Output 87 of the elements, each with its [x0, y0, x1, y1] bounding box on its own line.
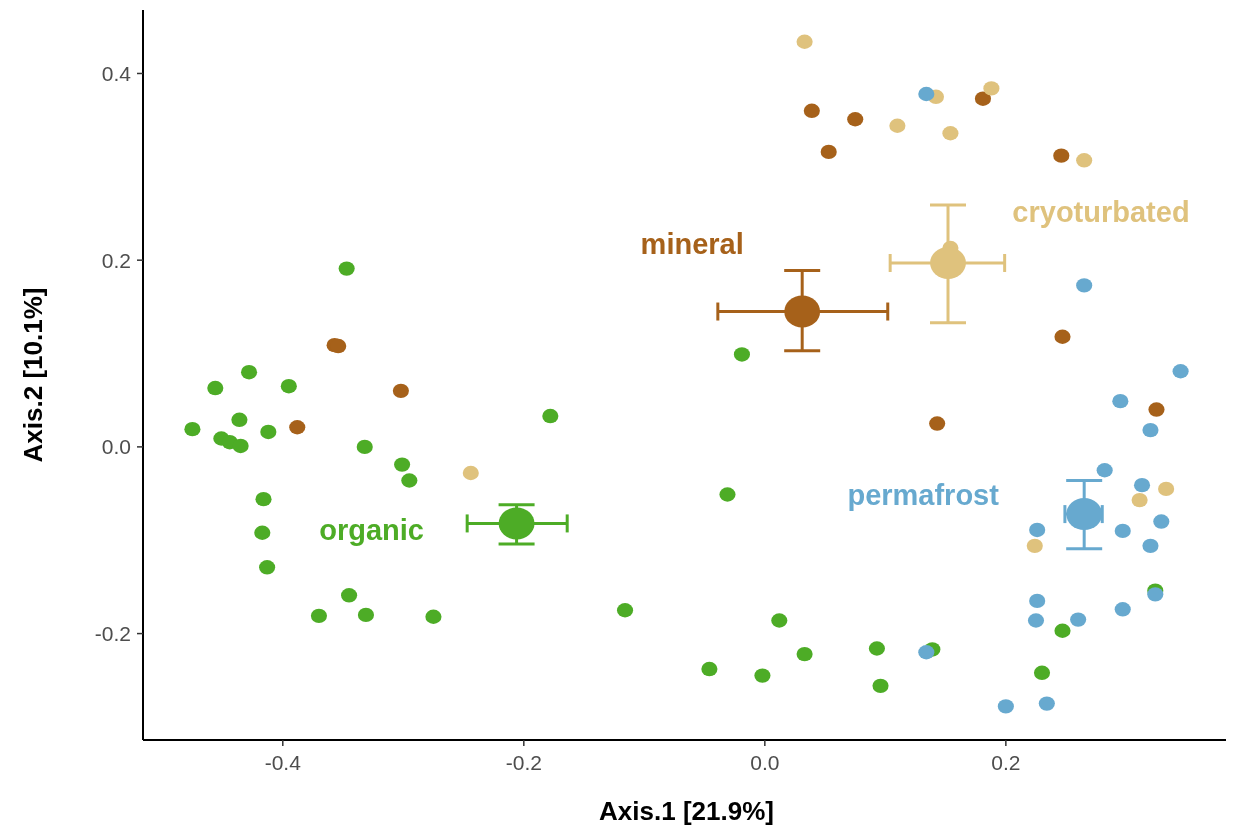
point	[1053, 148, 1070, 163]
point	[1029, 593, 1046, 609]
point	[1027, 613, 1045, 628]
point	[1029, 522, 1046, 538]
point	[754, 668, 771, 683]
text: mineral	[640, 227, 744, 260]
point	[701, 661, 718, 677]
point	[330, 338, 347, 354]
point	[260, 424, 277, 440]
point	[392, 383, 409, 399]
y-tick-label: 0.4	[101, 61, 132, 85]
point	[425, 609, 442, 624]
point	[394, 457, 411, 472]
point	[1070, 612, 1087, 627]
x-axis-title: Axis.1 [21.9%]	[599, 796, 774, 826]
text: permafrost	[847, 479, 1000, 512]
point	[1054, 623, 1071, 638]
point	[796, 34, 813, 49]
point	[280, 379, 297, 394]
point	[1147, 587, 1164, 602]
point	[983, 81, 1000, 96]
point	[356, 439, 373, 455]
point	[820, 144, 837, 160]
y-axis-title: Axis.2 [10.1%]	[18, 287, 48, 463]
point	[1026, 538, 1043, 554]
point	[1133, 477, 1151, 493]
x-tick-label: 0.0	[750, 751, 780, 774]
point	[357, 607, 375, 623]
point	[889, 118, 906, 133]
point	[918, 86, 935, 102]
point	[462, 465, 479, 481]
point	[232, 438, 249, 454]
point	[1142, 422, 1159, 438]
point	[872, 678, 889, 694]
point	[1054, 329, 1071, 344]
point	[310, 608, 328, 624]
point	[207, 380, 224, 396]
point	[847, 112, 864, 127]
point	[254, 525, 271, 540]
point	[784, 295, 821, 328]
point	[1112, 393, 1129, 409]
y-tick-label: 0.0	[101, 435, 131, 459]
y-tick-label: 0.2	[101, 248, 131, 272]
point	[498, 507, 535, 540]
point	[1153, 514, 1170, 529]
point	[803, 103, 820, 119]
point	[289, 420, 306, 435]
point	[1172, 364, 1189, 379]
point	[231, 412, 248, 428]
point	[616, 603, 634, 618]
point	[1142, 538, 1159, 554]
point	[259, 560, 276, 575]
point	[240, 365, 258, 380]
point	[1114, 602, 1131, 617]
point	[1114, 523, 1131, 539]
point	[918, 645, 935, 660]
point	[974, 91, 992, 106]
point	[997, 699, 1014, 714]
point	[1076, 153, 1093, 168]
point	[930, 246, 966, 279]
point	[719, 487, 736, 502]
x-tick-label: -0.2	[505, 751, 542, 774]
point	[184, 421, 201, 437]
x-tick-label: 0.2	[991, 751, 1021, 774]
point	[1131, 492, 1148, 508]
point	[1066, 498, 1103, 531]
point	[796, 646, 813, 662]
series-label: cryoturbated	[1012, 195, 1190, 228]
point	[733, 347, 750, 362]
text: organic	[319, 514, 424, 547]
point	[341, 588, 358, 603]
point	[868, 641, 885, 656]
point	[401, 473, 418, 488]
point	[1033, 665, 1051, 680]
point	[338, 261, 355, 276]
point	[1038, 696, 1055, 711]
point	[942, 126, 959, 141]
point	[929, 416, 946, 431]
point	[1148, 402, 1165, 417]
point	[542, 408, 559, 424]
point	[771, 613, 788, 628]
point	[1158, 481, 1175, 497]
point	[1096, 463, 1113, 478]
point	[255, 491, 272, 507]
x-tick-label: -0.4	[264, 751, 302, 774]
point	[1076, 278, 1093, 293]
y-tick-label: -0.2	[94, 622, 131, 646]
